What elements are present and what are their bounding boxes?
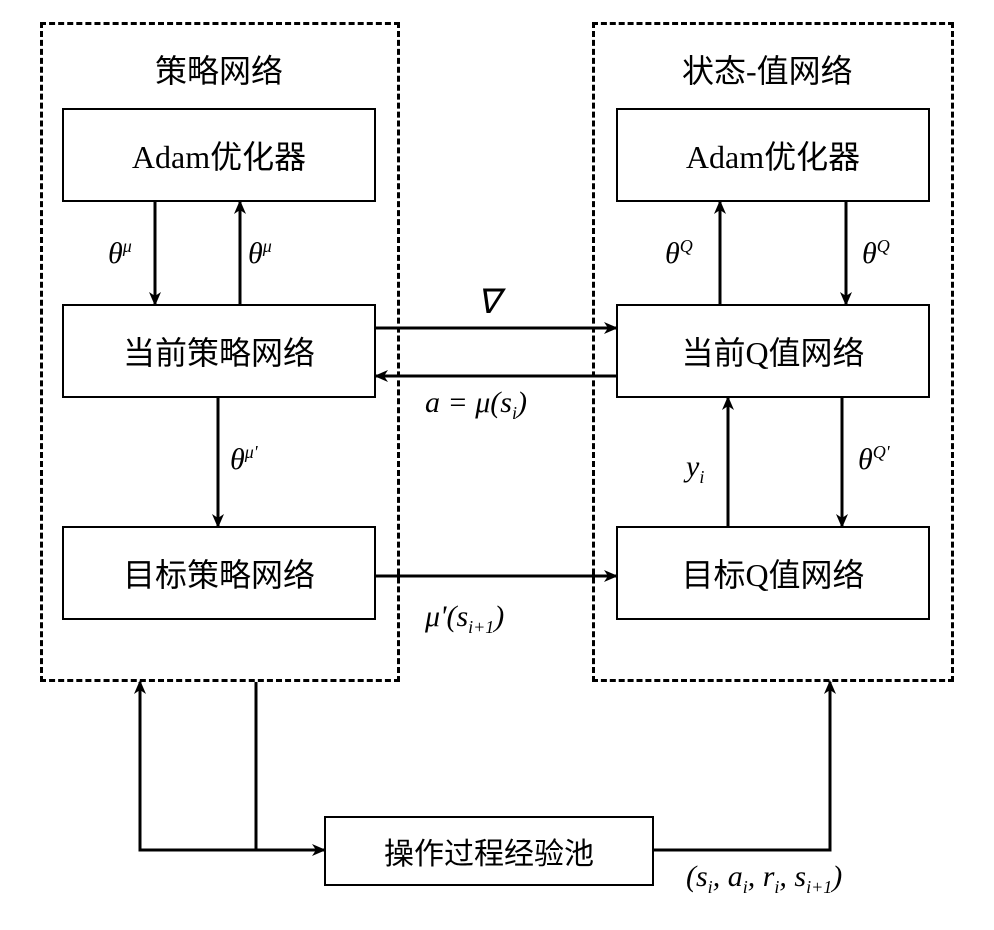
box-adam-left: Adam优化器 [62,108,376,202]
value-group-title: 状态-值网络 [682,46,853,92]
box-current-q: 当前Q值网络 [616,304,930,398]
lbl-mu-prime: μ'(si+1) [425,600,504,638]
lbl-theta-mu-up: θμ [248,236,272,271]
box-adam-right: Adam优化器 [616,108,930,202]
diagram-canvas: 策略网络 状态-值网络 Adam优化器 当前策略网络 目标策略网络 Adam优化… [0,0,994,930]
lbl-replay-tuple: (si, ai, ri, si+1) [686,860,842,898]
lbl-theta-q-down: θQ [862,236,890,271]
lbl-nabla: ∇ [477,282,500,322]
replay-to-value [654,682,830,850]
box-target-policy: 目标策略网络 [62,526,376,620]
policy-to-replay [256,682,324,850]
box-current-policy: 当前策略网络 [62,304,376,398]
lbl-y-i: yi [686,450,704,488]
box-replay-buffer: 操作过程经验池 [324,816,654,886]
lbl-theta-q-up: θQ [665,236,693,271]
box-target-q: 目标Q值网络 [616,526,930,620]
lbl-theta-q-prime: θQ' [858,442,890,477]
lbl-a-eq-mu: a = μ(si) [425,386,527,424]
policy-group-title: 策略网络 [155,46,283,92]
replay-to-policy [140,682,324,850]
lbl-theta-mu-prime: θμ' [230,442,258,477]
lbl-theta-mu-down: θμ [108,236,132,271]
